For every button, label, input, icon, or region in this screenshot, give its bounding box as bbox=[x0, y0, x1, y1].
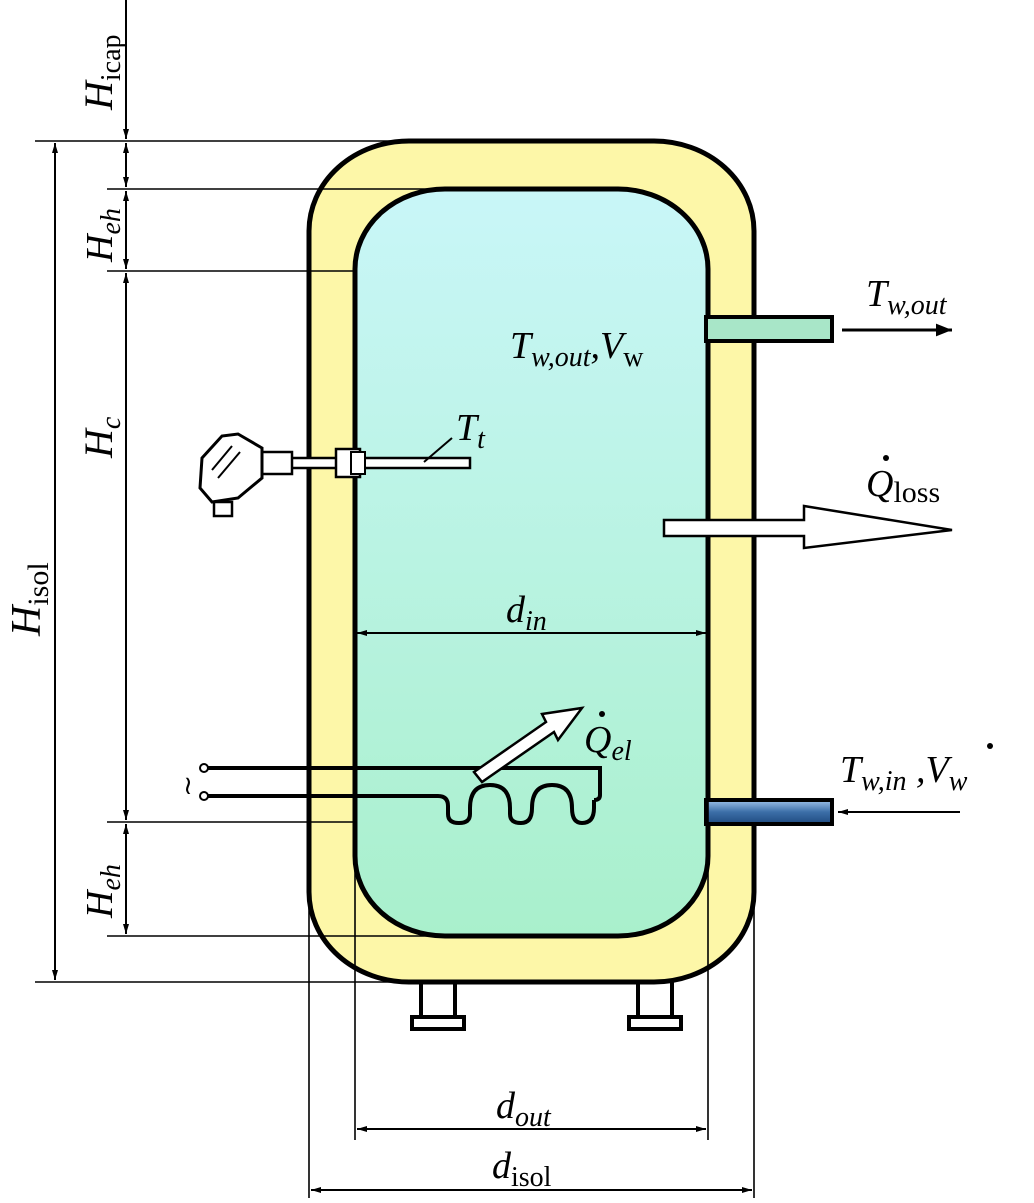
q-el-dot bbox=[599, 711, 605, 717]
sensor-neck bbox=[260, 450, 294, 476]
label-heat-gain: Qel bbox=[584, 719, 632, 767]
heater-upper-wire bbox=[204, 766, 602, 802]
terminal-bottom bbox=[199, 791, 209, 801]
label-tank-state: Tw,out,Vw bbox=[510, 325, 644, 373]
q-loss-dot bbox=[883, 455, 889, 461]
right-leg-foot bbox=[627, 1015, 683, 1031]
left-leg-foot bbox=[410, 1015, 466, 1031]
label-h-icap: Hicap bbox=[76, 34, 127, 111]
heat-gain-arrow bbox=[472, 706, 585, 784]
label-sensor-temp: Tt bbox=[456, 407, 486, 455]
inner-tank bbox=[352, 186, 711, 939]
label-heat-loss: Qloss bbox=[866, 463, 940, 509]
heat-loss-arrow bbox=[662, 504, 953, 550]
temperature-sensor bbox=[198, 432, 472, 518]
extension-lines bbox=[35, 140, 755, 1198]
label-d-out: dout bbox=[496, 1085, 552, 1133]
electric-heater bbox=[199, 706, 602, 826]
label-outlet-temp: Tw,out bbox=[866, 273, 948, 321]
power-symbol: ~ bbox=[173, 775, 203, 797]
sensor-head bbox=[198, 432, 264, 504]
inlet-pipe bbox=[704, 798, 834, 826]
sensor-gland bbox=[212, 500, 234, 518]
v-in-dot bbox=[987, 743, 993, 749]
label-inlet-state: Tw,in ,Vw bbox=[840, 749, 968, 797]
label-h-eh-bottom: Heh bbox=[79, 864, 127, 919]
label-h-isol: Hisol bbox=[4, 562, 55, 637]
label-h-eh-top: Heh bbox=[79, 208, 127, 263]
terminal-top bbox=[199, 763, 209, 773]
heater-coil bbox=[204, 782, 596, 826]
sensor-leader-line bbox=[423, 437, 453, 463]
outlet-pipe bbox=[704, 315, 834, 343]
sensor-nut bbox=[350, 451, 366, 475]
sensor-rod bbox=[288, 456, 472, 470]
label-d-in: din bbox=[506, 589, 547, 637]
label-h-c: Hc bbox=[76, 416, 127, 459]
label-d-isol: disol bbox=[492, 1145, 552, 1193]
